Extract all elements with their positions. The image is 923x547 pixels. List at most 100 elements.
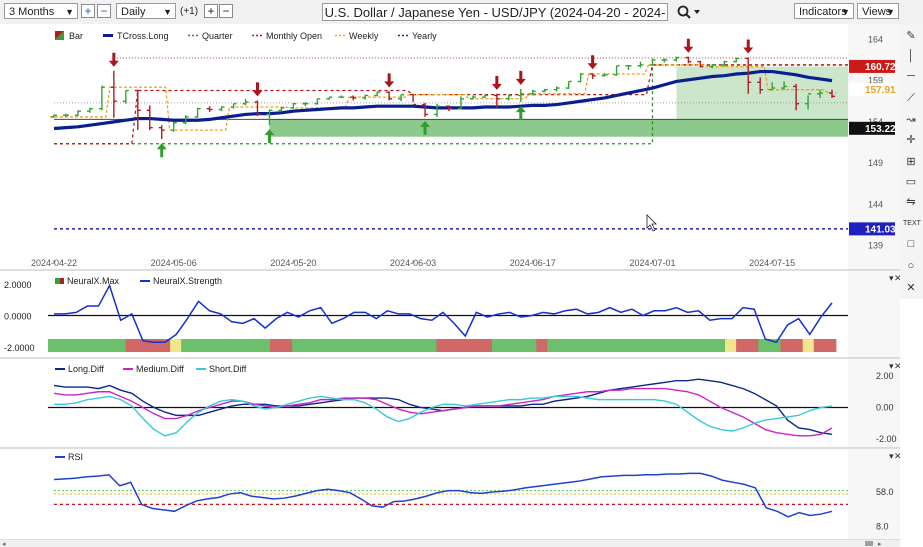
sell-arrow-icon [743, 39, 754, 54]
ohlc-bar [362, 94, 369, 100]
ohlc-bar [110, 70, 117, 118]
chevron-down-icon: ▼ [163, 7, 172, 17]
x-axis-tick: 2024-06-03 [390, 258, 436, 268]
neuralx-max-cell [258, 339, 271, 352]
neuralx-max-cell [713, 339, 726, 352]
chart-area[interactable]: Bar TCross.Long Quarter Monthly Open Weekly Y… [0, 0, 900, 547]
diff-series-line [53, 378, 833, 435]
neuralx-max-cell [491, 339, 504, 352]
ohlc-bar [721, 60, 728, 67]
neuralx-max-cell [281, 339, 293, 352]
ohlc-bar [290, 102, 297, 109]
x-axis-tick: 2024-05-20 [270, 258, 316, 268]
close-icon: ✕ [894, 451, 900, 461]
neuralx-max-cell [780, 339, 793, 352]
sell-arrow-icon [491, 75, 502, 90]
ohlc-bar [601, 73, 608, 77]
trendline-icon[interactable]: ⟋ [907, 92, 915, 104]
price-axis-tick: 164 [868, 34, 883, 44]
chevron-down-icon: ▼ [841, 7, 850, 17]
neuralx-max-cell [458, 339, 471, 352]
interval-select-value: Daily [121, 6, 146, 18]
range-select[interactable]: 3 Months ▼ [4, 3, 78, 19]
interval-count: (+1) [180, 6, 199, 17]
add-interval-button[interactable]: + [204, 4, 218, 18]
price-label: 157.91 [865, 85, 896, 96]
price-axis-tick: 139 [868, 241, 883, 251]
horizontal-line-icon[interactable]: ─ [907, 70, 915, 82]
price-label: 160.72 [865, 62, 896, 73]
legend-label: Yearly [412, 31, 437, 41]
ohlc-bar [158, 125, 165, 140]
vertical-line-icon[interactable]: │ [907, 50, 915, 62]
neuralx-axis-tick: 2.0000 [4, 280, 32, 290]
price-axis-tick: 159 [868, 76, 883, 86]
neuralx-max-cell [514, 339, 526, 352]
diff-axis-tick: -2.00 [876, 434, 897, 444]
rsi-axis-background [848, 449, 900, 540]
ohlc-bar [625, 64, 632, 70]
neuralx-max-cell [380, 339, 393, 352]
neuralx-max-cell [536, 339, 548, 352]
ohlc-bar [254, 100, 261, 117]
ohlc-bar [170, 121, 177, 132]
neuralx-max-cell [70, 339, 82, 352]
x-axis-tick: 2024-07-15 [749, 258, 795, 268]
neuralx-max-cell [292, 339, 304, 352]
crosshair-icon[interactable]: ✛ [906, 134, 916, 146]
remove-interval-button[interactable]: − [219, 4, 233, 18]
indicators-button[interactable]: Indicators ▼ [794, 3, 854, 19]
scrollbar-thumb [865, 541, 873, 546]
neuralx-axis-tick: -2.0000 [4, 343, 35, 353]
ohlc-bar [338, 95, 345, 98]
rectangle-icon[interactable]: □ [907, 238, 915, 250]
neuralx-max-cell [547, 339, 559, 352]
ohlc-bar [769, 82, 776, 91]
diff-panel: ▾ ✕ Long.Diff Medium.Diff Short.Diff 2.00 0.00… [0, 359, 900, 449]
neuralx-max-cell [580, 339, 593, 352]
chart-title[interactable]: U.S. Dollar / Japanese Yen - USD/JPY (20… [322, 3, 668, 38]
curve-icon[interactable]: ↝ [906, 114, 916, 126]
neuralx-max-cell [103, 339, 115, 352]
ohlc-bar [517, 88, 524, 103]
zoom-in-button[interactable]: + [81, 4, 95, 18]
neuralx-max-cell [236, 339, 249, 352]
search-button[interactable] [675, 3, 703, 21]
ohlc-bar [146, 105, 153, 131]
comment-icon[interactable]: ▭ [905, 176, 917, 188]
rsi-axis-tick: 8.0 [876, 521, 889, 531]
ohlc-bar [505, 94, 512, 101]
neuralx-max-cell [147, 339, 160, 352]
neuralx-max-cell [347, 339, 360, 352]
legend-bar-icon [55, 278, 60, 284]
circle-icon[interactable]: ○ [907, 260, 915, 272]
views-button[interactable]: Views ▼ [857, 3, 899, 19]
collapse-icon: ▾ [889, 273, 894, 283]
neuralx-max-cell [747, 339, 759, 352]
ohlc-bar [194, 107, 201, 118]
ohlc-bar [637, 61, 644, 68]
fib-icon[interactable]: ⊞ [906, 156, 916, 168]
pencil-icon[interactable]: ✎ [906, 30, 916, 42]
neuralx-max-cell [125, 339, 138, 352]
legend-label: Short.Diff [209, 364, 247, 374]
diff-axis-tick: 0.00 [876, 403, 894, 413]
interval-select[interactable]: Daily ▼ [116, 3, 176, 19]
neuralx-max-cell [725, 339, 737, 352]
neuralx-max-cell [136, 339, 149, 352]
x-axis-tick: 2024-05-06 [151, 258, 197, 268]
text-icon[interactable]: TEXT [903, 220, 921, 227]
legend-label: RSI [68, 452, 83, 462]
neuralx-max-cell [436, 339, 448, 352]
neuralx-max-cell [813, 339, 826, 352]
arrows-icon[interactable]: ⇋ [906, 196, 916, 208]
price-label-box [849, 83, 895, 97]
close-icon[interactable]: ✕ [906, 282, 916, 294]
neuralx-max-cell [403, 339, 415, 352]
buy-arrow-icon [420, 120, 431, 135]
zoom-out-button[interactable]: − [97, 4, 111, 18]
legend-bar-icon [55, 31, 64, 40]
legend-label: Monthly Open [266, 31, 322, 41]
minus-icon: − [100, 4, 108, 18]
ohlc-bar [781, 81, 788, 90]
